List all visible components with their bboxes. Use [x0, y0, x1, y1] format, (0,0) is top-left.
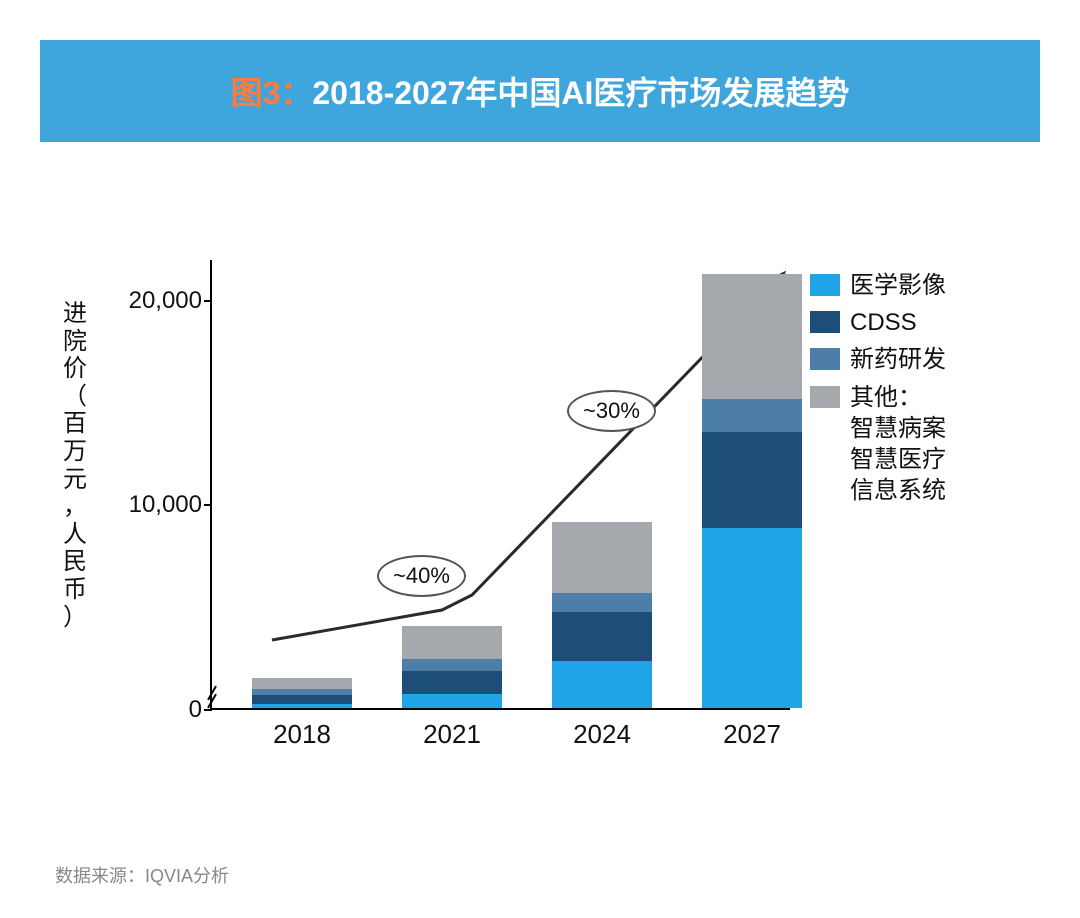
legend-swatch: [810, 386, 840, 408]
y-tick-label: 10,000: [112, 491, 202, 519]
legend-item-cdss: CDSS: [810, 307, 1020, 338]
bar-seg-drug_rd: [252, 689, 352, 695]
legend-item-drug_rd: 新药研发: [810, 344, 1020, 375]
chart-title-bar: 图3：2018-2027年中国AI医疗市场发展趋势: [40, 40, 1040, 142]
legend-swatch: [810, 348, 840, 370]
y-tick-label: 20,000: [112, 287, 202, 315]
x-category-label: 2018: [232, 719, 372, 750]
y-axis-label: 进院价（百万元，人民币）: [60, 300, 90, 631]
data-source: 数据来源：IQVIA分析: [55, 862, 229, 888]
bar-seg-medical_imaging: [552, 661, 652, 708]
bar-seg-cdss: [552, 612, 652, 661]
y-tick-mark: [204, 300, 212, 302]
bar-seg-other: [402, 626, 502, 659]
bar-seg-other: [252, 678, 352, 688]
y-tick-mark: [204, 504, 212, 506]
x-category-label: 2021: [382, 719, 522, 750]
legend-item-other: 其他：智慧病案智慧医疗信息系统: [810, 382, 1020, 507]
legend-swatch: [810, 311, 840, 333]
x-category-label: 2027: [682, 719, 822, 750]
bar-seg-drug_rd: [552, 593, 652, 611]
plot-area: ~40% ~30% 010,00020,0002018202120242027: [210, 260, 790, 710]
bar-seg-drug_rd: [702, 399, 802, 432]
bar-seg-cdss: [402, 671, 502, 694]
growth-badge-1: ~40%: [377, 555, 466, 597]
y-tick-label: 0: [112, 696, 202, 724]
bar-seg-other: [552, 522, 652, 594]
growth-badge-2: ~30%: [567, 390, 656, 432]
bar-seg-cdss: [702, 432, 802, 528]
bar-seg-medical_imaging: [402, 694, 502, 708]
title-text: 2018-2027年中国AI医疗市场发展趋势: [312, 75, 849, 111]
legend-item-medical_imaging: 医学影像: [810, 270, 1020, 301]
bar-seg-drug_rd: [402, 659, 502, 671]
legend-label: 医学影像: [850, 270, 946, 301]
bar-seg-medical_imaging: [252, 704, 352, 708]
title-prefix: 图3：: [231, 75, 313, 111]
bar-seg-medical_imaging: [702, 528, 802, 708]
y-tick-mark: [204, 709, 212, 711]
bar-seg-other: [702, 274, 802, 399]
legend-label: CDSS: [850, 307, 917, 338]
legend-label: 新药研发: [850, 344, 946, 375]
legend: 医学影像 CDSS 新药研发其他：智慧病案智慧医疗信息系统: [810, 270, 1020, 512]
legend-swatch: [810, 274, 840, 296]
bar-seg-cdss: [252, 695, 352, 704]
x-category-label: 2024: [532, 719, 672, 750]
chart-area: 进院价（百万元，人民币） ~40% ~30% 010,00020,0002018…: [60, 240, 1020, 800]
legend-label: 其他：智慧病案智慧医疗信息系统: [850, 382, 946, 507]
